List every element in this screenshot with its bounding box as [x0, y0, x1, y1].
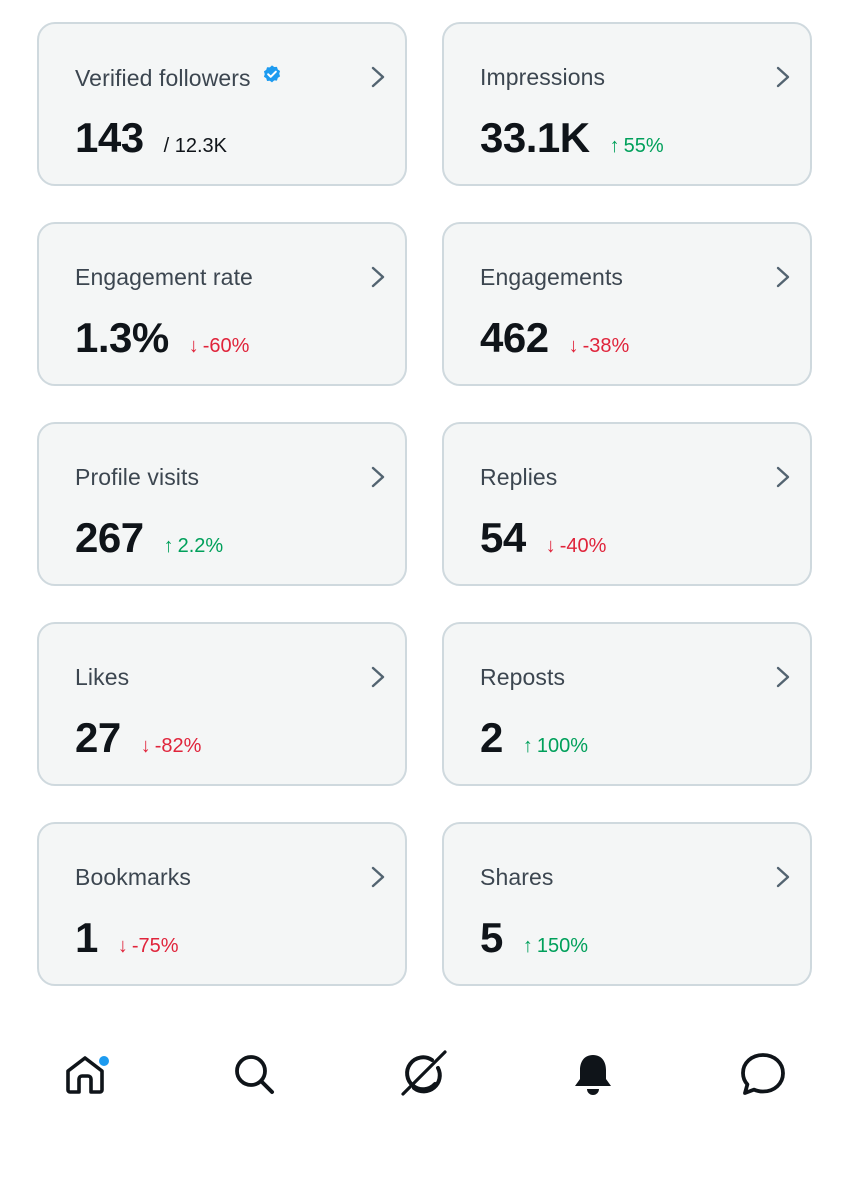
arrow-up-icon: ↑ [522, 935, 533, 957]
chevron-right-icon [776, 866, 790, 888]
metric-value: 5 [480, 914, 503, 961]
card-title: Replies [480, 464, 558, 490]
card-shares[interactable]: Shares 5 ↑ 150% [442, 822, 812, 986]
card-title: Engagement rate [75, 264, 253, 290]
change-percent: 55% [623, 135, 664, 157]
change-indicator: ↓ -75% [118, 935, 179, 958]
chevron-right-icon [371, 66, 385, 88]
card-bookmarks[interactable]: Bookmarks 1 ↓ -75% [37, 822, 407, 986]
change-indicator: ↑ 2.2% [164, 535, 224, 558]
card-title: Reposts [480, 664, 566, 690]
change-percent: -82% [154, 735, 202, 757]
card-title: Impressions [480, 64, 606, 90]
chevron-right-icon [776, 266, 790, 288]
arrow-down-icon: ↓ [545, 535, 556, 557]
grok-icon [401, 1050, 447, 1096]
change-percent: 100% [536, 735, 589, 757]
card-title: Engagements [480, 264, 624, 290]
card-likes[interactable]: Likes 27 ↓ -82% [37, 622, 407, 786]
change-percent: -40% [559, 535, 607, 557]
card-title: Profile visits [75, 464, 200, 490]
change-indicator: ↑ 100% [523, 735, 588, 758]
nav-grok[interactable] [393, 1044, 453, 1104]
chevron-right-icon [776, 466, 790, 488]
metric-value: 33.1K [480, 114, 590, 161]
metric-value: 267 [75, 514, 144, 561]
arrow-down-icon: ↓ [140, 735, 151, 757]
card-reposts[interactable]: Reposts 2 ↑ 100% [442, 622, 812, 786]
nav-messages[interactable] [733, 1044, 793, 1104]
search-icon [235, 1055, 274, 1094]
card-title: Verified followers [75, 64, 251, 91]
card-title: Likes [75, 664, 130, 690]
change-percent: 150% [536, 935, 589, 957]
nav-search[interactable] [224, 1044, 284, 1104]
change-indicator: ↓ -40% [546, 535, 607, 558]
metric-value: 2 [480, 714, 503, 761]
change-indicator: ↑ 150% [523, 935, 588, 958]
home-icon [66, 1056, 104, 1094]
card-title: Shares [480, 864, 554, 890]
card-title: Bookmarks [75, 864, 191, 890]
card-verified-followers[interactable]: Verified followers 143 / 12.3K [37, 22, 407, 186]
change-percent: 2.2% [177, 535, 224, 557]
change-percent: -38% [582, 335, 630, 357]
metric-value: 27 [75, 714, 121, 761]
notifications-bell-icon [575, 1055, 611, 1095]
metric-value: 1 [75, 914, 98, 961]
card-engagements[interactable]: Engagements 462 ↓ -38% [442, 222, 812, 386]
arrow-down-icon: ↓ [117, 935, 128, 957]
notification-dot [97, 1054, 111, 1068]
change-indicator: ↓ -82% [141, 735, 202, 758]
change-indicator: ↓ -38% [569, 335, 630, 358]
change-percent: -60% [202, 335, 250, 357]
card-replies[interactable]: Replies 54 ↓ -40% [442, 422, 812, 586]
chevron-right-icon [371, 866, 385, 888]
chevron-right-icon [371, 666, 385, 688]
verified-badge-icon [261, 64, 283, 92]
arrow-down-icon: ↓ [568, 335, 579, 357]
metric-value: 462 [480, 314, 549, 361]
metric-value: 1.3% [75, 314, 169, 361]
change-indicator: ↑ 55% [610, 135, 664, 158]
analytics-cards-grid: Verified followers 143 / 12.3K Impressio… [37, 22, 812, 986]
card-impressions[interactable]: Impressions 33.1K ↑ 55% [442, 22, 812, 186]
change-percent: -75% [131, 935, 179, 957]
chevron-right-icon [371, 466, 385, 488]
arrow-up-icon: ↑ [163, 535, 174, 557]
card-engagement-rate[interactable]: Engagement rate 1.3% ↓ -60% [37, 222, 407, 386]
arrow-up-icon: ↑ [522, 735, 533, 757]
metric-value: 143 [75, 114, 144, 161]
card-profile-visits[interactable]: Profile visits 267 ↑ 2.2% [37, 422, 407, 586]
chevron-right-icon [371, 266, 385, 288]
change-indicator: ↓ -60% [189, 335, 250, 358]
arrow-up-icon: ↑ [609, 135, 620, 157]
arrow-down-icon: ↓ [188, 335, 199, 357]
bottom-nav-bar [0, 1030, 848, 1120]
metric-total: / 12.3K [163, 135, 227, 157]
chevron-right-icon [776, 666, 790, 688]
nav-notifications[interactable] [563, 1044, 623, 1104]
nav-home[interactable] [55, 1044, 115, 1104]
chevron-right-icon [776, 66, 790, 88]
metric-value: 54 [480, 514, 526, 561]
messages-icon [741, 1053, 785, 1095]
